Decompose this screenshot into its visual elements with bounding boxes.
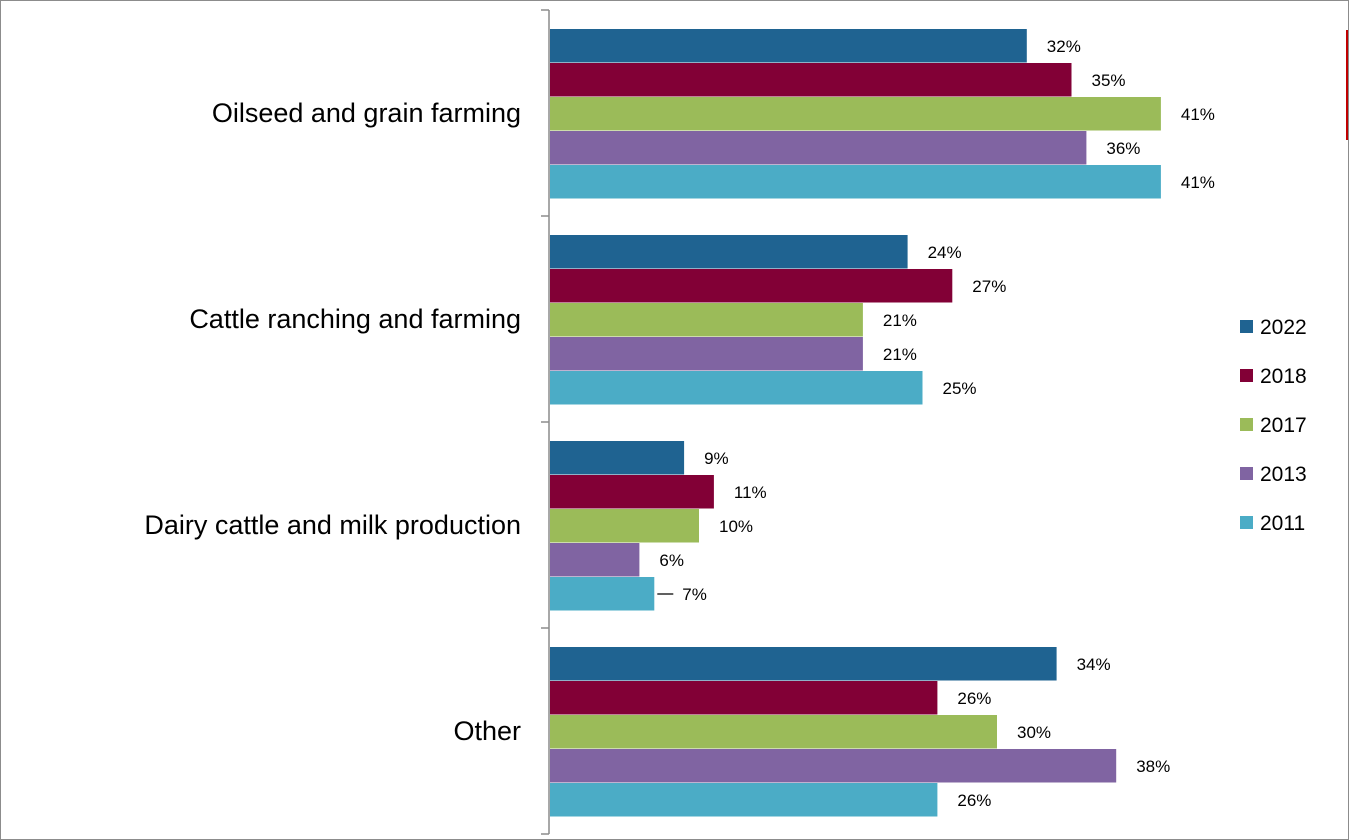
value-label-other-2022: 34%	[1077, 655, 1111, 674]
value-labels-layer: 32% 35% 41% 36% 41% 24% 27% 21% 21% 25% 9% 11% 10% 6%…	[657, 37, 1215, 810]
legend-swatch-2018	[1240, 369, 1253, 382]
value-label-dairy-cattle-and-milk-production-2017: 10%	[719, 517, 753, 536]
bar-other-2017	[550, 715, 997, 749]
category-label-other: Other	[453, 716, 521, 746]
legend: 2022 2018 2017 2013 2011	[1240, 316, 1307, 535]
bar-other-2018	[550, 681, 938, 715]
value-label-cattle-ranching-and-farming-2022: 24%	[928, 243, 962, 262]
bar-cattle-ranching-and-farming-2022	[550, 235, 908, 269]
value-label-dairy-cattle-and-milk-production-2022: 9%	[704, 449, 729, 468]
legend-label-2018: 2018	[1260, 365, 1307, 388]
bar-other-2013	[550, 749, 1117, 783]
value-label-dairy-cattle-and-milk-production-2018: 11%	[734, 483, 767, 502]
bar-dairy-cattle-and-milk-production-2011	[550, 577, 655, 611]
value-label-other-2011: 26%	[957, 791, 991, 810]
category-label-dairy-cattle-and-milk-production: Dairy cattle and milk production	[144, 510, 521, 540]
bar-cattle-ranching-and-farming-2018	[550, 269, 953, 303]
bar-cattle-ranching-and-farming-2011	[550, 371, 923, 405]
legend-label-2013: 2013	[1260, 463, 1307, 486]
value-label-cattle-ranching-and-farming-2017: 21%	[883, 311, 917, 330]
legend-label-2011: 2011	[1260, 512, 1305, 535]
category-axis	[541, 9, 550, 835]
value-label-oilseed-and-grain-farming-2013: 36%	[1106, 139, 1140, 158]
value-label-cattle-ranching-and-farming-2018: 27%	[972, 277, 1006, 296]
bar-oilseed-and-grain-farming-2011	[550, 165, 1161, 199]
value-label-oilseed-and-grain-farming-2018: 35%	[1092, 71, 1126, 90]
value-label-oilseed-and-grain-farming-2022: 32%	[1047, 37, 1081, 56]
value-label-cattle-ranching-and-farming-2011: 25%	[943, 379, 977, 398]
bar-dairy-cattle-and-milk-production-2022	[550, 441, 685, 475]
legend-swatch-2013	[1240, 467, 1253, 480]
bar-oilseed-and-grain-farming-2017	[550, 97, 1161, 131]
bar-cattle-ranching-and-farming-2013	[550, 337, 863, 371]
bar-other-2011	[550, 783, 938, 817]
bar-cattle-ranching-and-farming-2017	[550, 303, 863, 337]
bar-dairy-cattle-and-milk-production-2017	[550, 509, 699, 543]
value-label-dairy-cattle-and-milk-production-2013: 6%	[659, 551, 684, 570]
bars-layer	[550, 29, 1161, 817]
bar-oilseed-and-grain-farming-2013	[550, 131, 1087, 165]
bar-dairy-cattle-and-milk-production-2013	[550, 543, 640, 577]
bar-dairy-cattle-and-milk-production-2018	[550, 475, 714, 509]
category-labels-layer: Oilseed and grain farming Cattle ranching…	[144, 98, 521, 746]
legend-swatch-2022	[1240, 320, 1253, 333]
bar-oilseed-and-grain-farming-2018	[550, 63, 1072, 97]
category-label-oilseed-and-grain-farming: Oilseed and grain farming	[212, 98, 521, 128]
value-label-other-2018: 26%	[957, 689, 991, 708]
legend-label-2017: 2017	[1260, 414, 1307, 437]
value-label-oilseed-and-grain-farming-2017: 41%	[1181, 105, 1215, 124]
bar-other-2022	[550, 647, 1057, 681]
value-label-cattle-ranching-and-farming-2013: 21%	[883, 345, 917, 364]
legend-swatch-2017	[1240, 418, 1253, 431]
value-label-dairy-cattle-and-milk-production-2011: 7%	[682, 585, 707, 604]
value-label-other-2013: 38%	[1136, 757, 1170, 776]
red-edge-mark	[1346, 30, 1348, 140]
value-label-oilseed-and-grain-farming-2011: 41%	[1181, 173, 1215, 192]
bar-oilseed-and-grain-farming-2022	[550, 29, 1027, 63]
category-label-cattle-ranching-and-farming: Cattle ranching and farming	[189, 304, 521, 334]
value-label-other-2017: 30%	[1017, 723, 1051, 742]
legend-label-2022: 2022	[1260, 316, 1307, 339]
legend-swatch-2011	[1240, 516, 1253, 529]
